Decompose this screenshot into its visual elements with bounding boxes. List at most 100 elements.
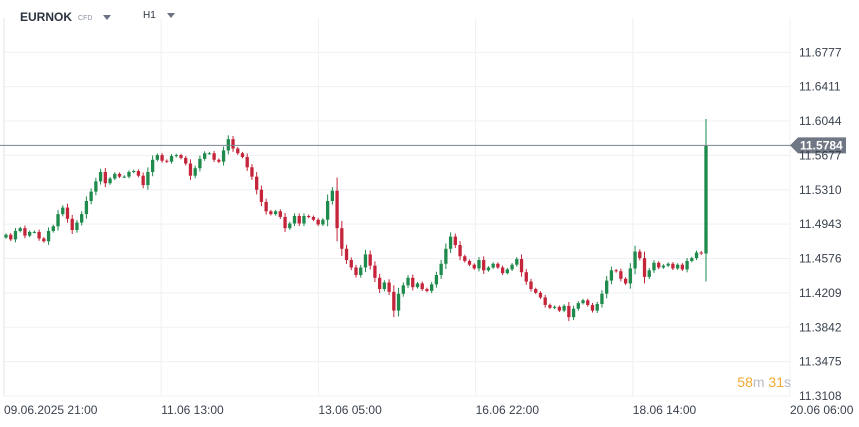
candle (548, 303, 552, 310)
candle-body (89, 191, 93, 202)
candle-body (458, 245, 462, 257)
candle-body (652, 262, 656, 271)
candle (529, 278, 533, 292)
candle (198, 155, 202, 172)
candle (4, 233, 8, 239)
candle (396, 287, 401, 317)
candle (98, 168, 103, 185)
candle-body (666, 263, 670, 266)
candle (401, 282, 405, 297)
y-tick-label: 11.4576 (799, 252, 842, 266)
candle-body (434, 274, 439, 285)
candle-body (273, 211, 278, 215)
candle-body (103, 171, 107, 184)
x-axis: 09.06.2025 21:00 11.06 13:00 13.06 05:00 16… (4, 403, 854, 417)
candle-body (311, 216, 316, 220)
candle-body (529, 281, 533, 290)
candle (680, 263, 685, 272)
candle (647, 268, 651, 280)
candle (292, 213, 297, 227)
candle (666, 262, 670, 268)
candle (448, 232, 453, 254)
candle-body (325, 201, 330, 220)
candle (37, 229, 41, 241)
current-price-badge (790, 137, 846, 154)
candle-body (65, 207, 70, 219)
candle-body (552, 306, 557, 308)
candle-body (80, 214, 84, 223)
candle (311, 215, 316, 222)
candle (108, 176, 112, 185)
x-tick-label: 11.06 13:00 (161, 403, 224, 417)
timeframe-selector[interactable]: H1 (143, 10, 175, 21)
candle (264, 198, 268, 215)
candle-body (179, 155, 183, 158)
candle (255, 172, 259, 195)
candle-body (396, 293, 401, 311)
x-tick-label: 20.06 06:00 (790, 403, 854, 417)
candle (245, 153, 249, 171)
candle-body (340, 228, 344, 249)
candle-body (392, 291, 396, 311)
candle (349, 257, 353, 271)
candle-body (500, 267, 505, 274)
candle-body (264, 201, 268, 212)
candle (165, 159, 169, 164)
candle (623, 277, 628, 286)
candle-body (581, 300, 585, 304)
candle (472, 263, 476, 270)
candle (415, 282, 420, 289)
grid (3, 18, 791, 397)
candle (590, 302, 595, 313)
candle-body (42, 238, 46, 242)
candle-body (694, 252, 699, 259)
candle-body (250, 167, 254, 177)
candle (661, 264, 666, 269)
candle-body (292, 215, 297, 224)
candle (482, 256, 486, 274)
candle-body (240, 153, 245, 157)
candle (65, 203, 70, 223)
candle-body (117, 173, 122, 177)
chevron-down-icon (166, 13, 175, 18)
y-tick-label: 11.6411 (799, 80, 841, 94)
candle (240, 151, 245, 159)
candle-countdown-timer: 58m 31s (737, 374, 791, 390)
candle-body (184, 157, 188, 164)
candle-body (562, 305, 566, 311)
candle-body (349, 260, 353, 268)
candle (169, 154, 174, 164)
candle-body (534, 289, 538, 293)
candle-body (538, 292, 543, 298)
candle (174, 153, 178, 158)
candle (704, 118, 708, 282)
candle-body (685, 260, 689, 270)
candle-body (9, 234, 13, 240)
symbol-selector[interactable]: EURNOK CFD (20, 10, 112, 24)
candle-body (675, 264, 680, 269)
candle (132, 169, 136, 174)
candle (217, 158, 221, 164)
candle (42, 237, 46, 243)
candle-body (13, 230, 18, 240)
candle-body (122, 176, 126, 178)
candle-body (32, 231, 37, 233)
candle (619, 268, 623, 282)
candle (477, 257, 481, 272)
candle (340, 220, 344, 256)
candle-body (486, 267, 491, 271)
candle-body (307, 215, 311, 217)
y-tick-label: 11.6044 (799, 114, 842, 128)
candle (519, 254, 524, 277)
candle (567, 301, 571, 322)
candle (377, 273, 382, 293)
candle-body (245, 156, 249, 168)
candle (94, 177, 98, 196)
candle-body (623, 278, 628, 284)
candle-body (477, 260, 481, 269)
candle (628, 263, 632, 289)
timeframe-label: H1 (143, 10, 156, 21)
candle (387, 279, 391, 296)
